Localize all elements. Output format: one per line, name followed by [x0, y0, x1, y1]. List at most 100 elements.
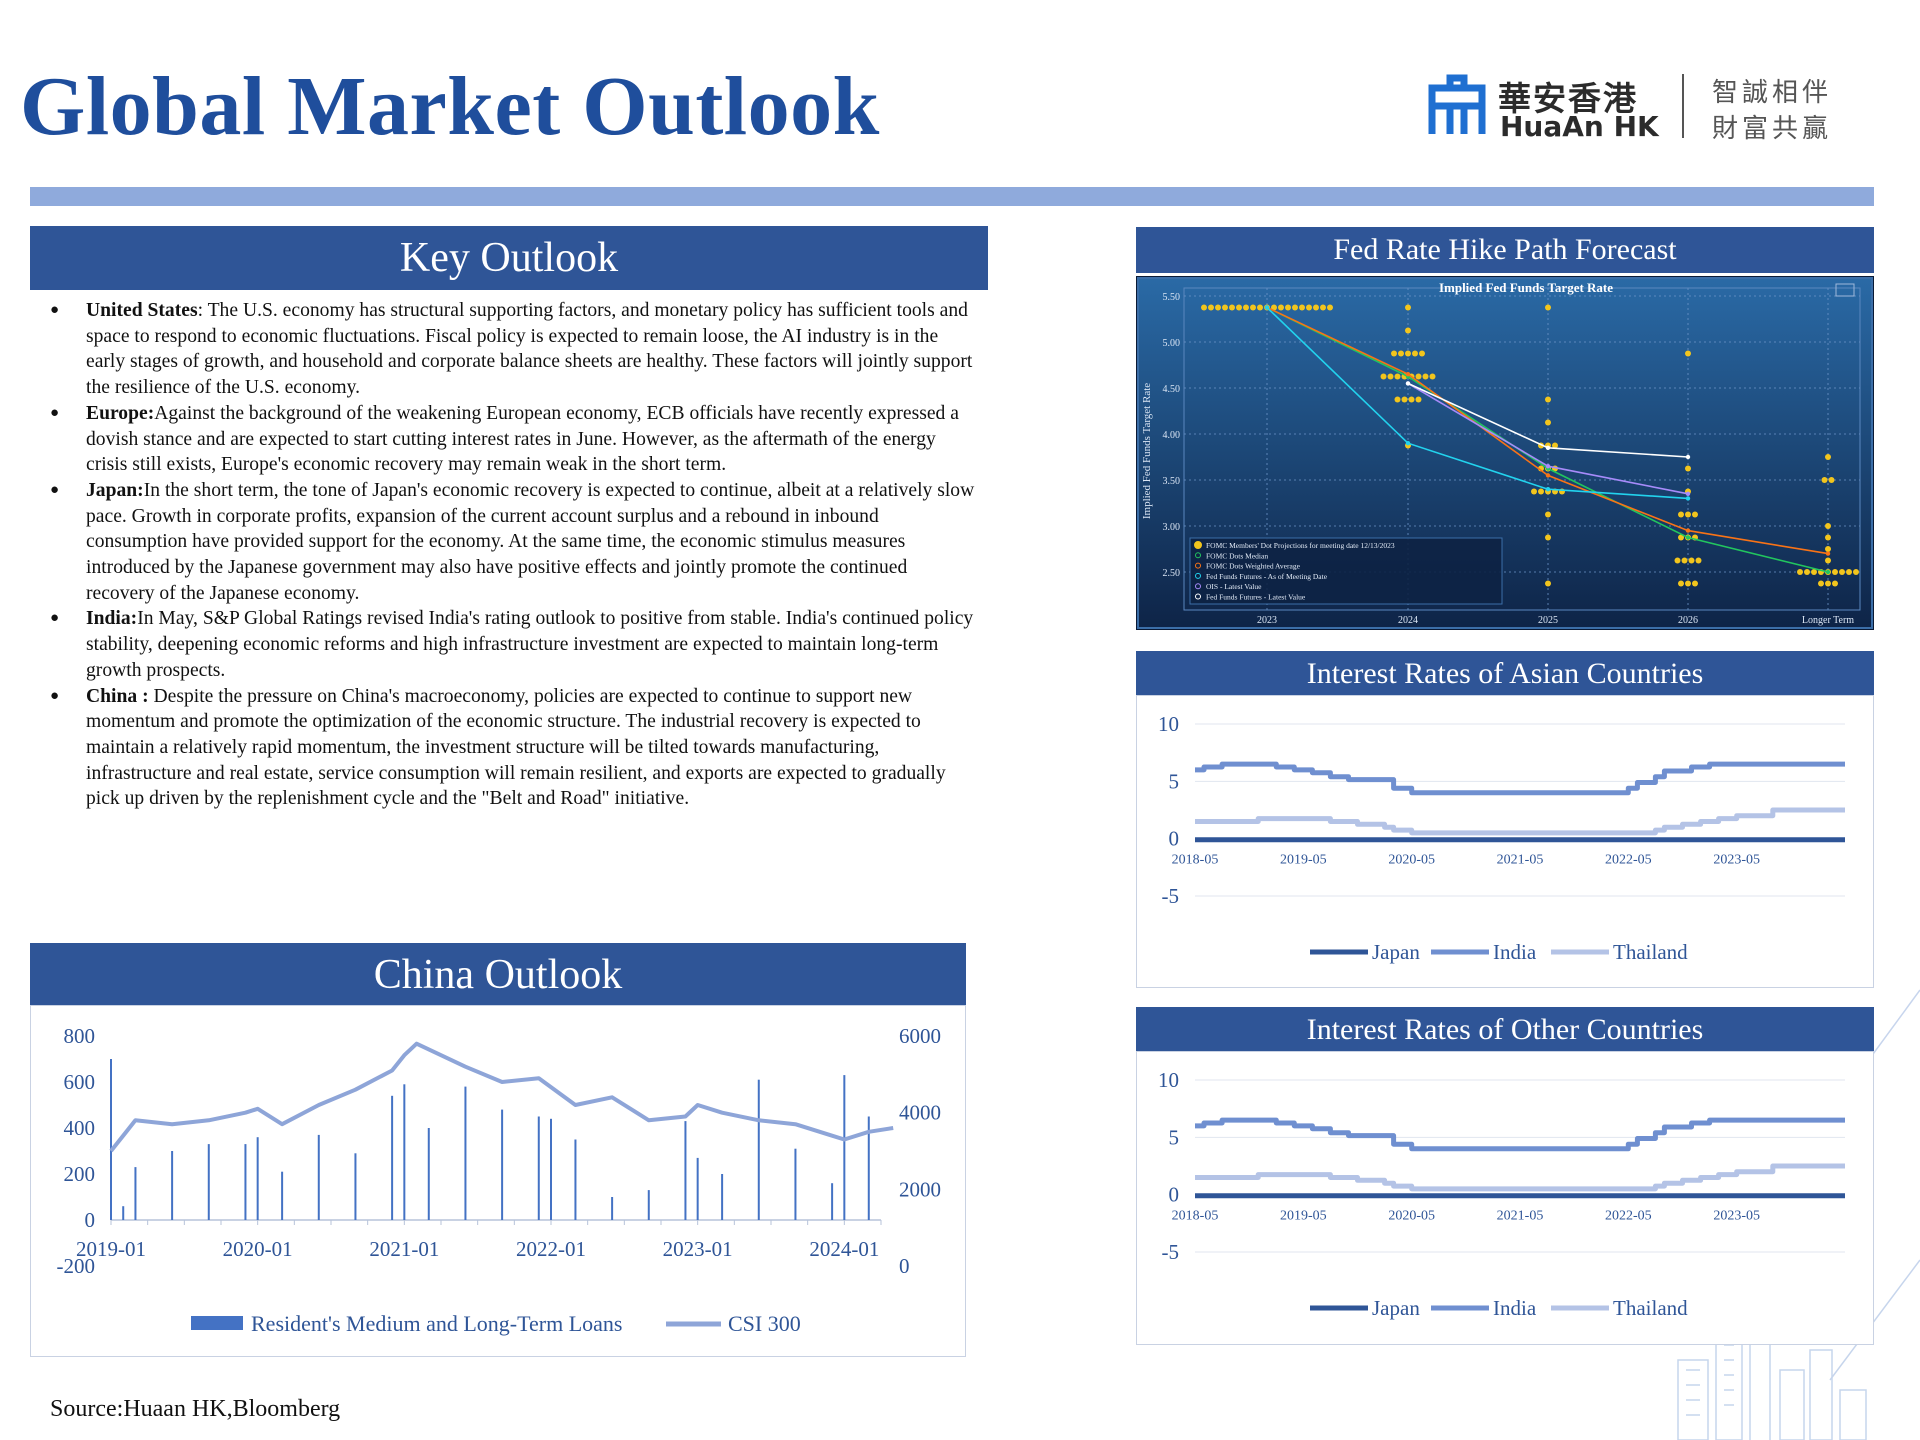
- fomc-dot: [1688, 557, 1695, 564]
- fomc-dot: [1811, 569, 1817, 575]
- loan-bar: [831, 1183, 834, 1220]
- outlook-item-label: United States: [86, 300, 198, 321]
- fomc-dot: [1552, 442, 1558, 449]
- fomc-dot: [1208, 304, 1214, 311]
- fed-series-point: [1545, 464, 1551, 469]
- fomc-dot: [1695, 557, 1702, 564]
- skyline-watermark: [1677, 989, 1920, 1440]
- x-tick-label: 2019-05: [1280, 1209, 1327, 1224]
- logo-cn-name: 華安香港: [1498, 79, 1638, 118]
- fed-y-tick-label: 3.50: [1163, 476, 1181, 487]
- fomc-dot: [1419, 350, 1425, 357]
- fomc-dot: [1692, 511, 1698, 518]
- fomc-dot: [1678, 511, 1684, 518]
- fed-legend-label: Fed Funds Futures - As of Meeting Date: [1206, 572, 1328, 581]
- outlook-item-europe: Europe:Against the background of the wea…: [50, 401, 980, 478]
- fomc-dot: [1429, 373, 1436, 380]
- fomc-dot: [1545, 419, 1551, 426]
- asia-panel-header: Interest Rates of Asian Countries: [1136, 651, 1874, 697]
- legend-label: Japan: [1372, 940, 1420, 964]
- y-tick-label: 5: [1169, 1125, 1180, 1149]
- fomc-dot: [1681, 557, 1688, 564]
- fed-y-tick-label: 4.00: [1163, 430, 1181, 441]
- fed-series-point: [1825, 551, 1831, 556]
- asia-chart-box: 10 5 0 -5 2018-05 2019-05 2020-05 2021-05 2022-0…: [1136, 695, 1874, 988]
- outlook-item-text: The U.S. economy has structural supporti…: [86, 300, 973, 399]
- x-tick-label: 2019-05: [1280, 853, 1327, 868]
- logo-en-name: HuaAn HK: [1500, 110, 1659, 143]
- fomc-dot: [1839, 569, 1845, 575]
- fed-legend-label: FOMC Members' Dot Projections for meetin…: [1206, 541, 1395, 550]
- fed-series-point: [1545, 445, 1551, 450]
- fomc-dot: [1405, 304, 1411, 311]
- y-tick-label: 0: [1169, 827, 1180, 851]
- y-tick-label: 10: [1158, 712, 1179, 736]
- fed-series-point: [1685, 528, 1691, 533]
- fed-legend-marker: [1195, 572, 1201, 579]
- y-right-tick-label: 2000: [899, 1177, 941, 1201]
- loan-bar: [757, 1079, 760, 1220]
- loan-bar: [171, 1151, 174, 1220]
- fed-y-axis-label: Implied Fed Funds Target Rate: [1141, 383, 1153, 519]
- fomc-dot: [1405, 327, 1411, 334]
- fomc-dot: [1391, 350, 1397, 357]
- fed-legend-marker: [1195, 593, 1201, 600]
- fomc-dot: [1545, 511, 1551, 518]
- loan-bar: [403, 1084, 406, 1220]
- fomc-dot: [1832, 569, 1838, 575]
- fomc-dot: [1825, 523, 1831, 529]
- loan-bar: [550, 1118, 552, 1220]
- fomc-dot: [1678, 534, 1684, 541]
- rate-series-line: [1195, 1117, 1845, 1152]
- fomc-dot: [1394, 396, 1401, 403]
- fomc-dot: [1271, 304, 1277, 311]
- fomc-dot: [1320, 304, 1326, 311]
- fed-rate-chart: 5.50 5.00 4.50 4.00 3.50 3.00 2.50 2023 2024 2025…: [1137, 277, 1873, 629]
- other-panel-header: Interest Rates of Other Countries: [1136, 1007, 1874, 1053]
- fed-series-point: [1685, 496, 1691, 501]
- loan-bar: [867, 1116, 870, 1220]
- loan-bar: [317, 1134, 320, 1220]
- loan-bar: [244, 1144, 247, 1220]
- loan-bar: [574, 1139, 577, 1220]
- header-accent-bar: [30, 187, 1874, 206]
- legend-label: Japan: [1372, 1296, 1420, 1320]
- fed-x-tick-label: Longer Term: [1802, 615, 1854, 626]
- fed-x-tick-label: 2024: [1398, 615, 1418, 626]
- fomc-dot: [1285, 304, 1291, 311]
- fomc-dot: [1243, 304, 1249, 311]
- fed-x-tick-label: 2026: [1678, 615, 1698, 626]
- loan-bar: [281, 1171, 284, 1220]
- fomc-dot: [1236, 304, 1242, 311]
- outlook-item-china: China : Despite the pressure on China's …: [50, 684, 980, 813]
- fed-y-tick-label: 5.00: [1163, 338, 1181, 349]
- fomc-dot: [1692, 580, 1698, 587]
- csi300-line: [109, 1041, 894, 1153]
- outlook-item-us: United States: The U.S. economy has stru…: [50, 298, 980, 401]
- fomc-dot: [1797, 569, 1803, 575]
- fed-series-point: [1685, 454, 1691, 460]
- x-tick-label: 2018-05: [1172, 853, 1219, 868]
- loan-bar: [721, 1174, 724, 1220]
- y-tick-label: -5: [1162, 1240, 1180, 1264]
- rate-series-line: [1195, 1163, 1845, 1192]
- fomc-dot: [1401, 396, 1408, 403]
- fed-chart-box: 5.50 5.00 4.50 4.00 3.50 3.00 2.50 2023 2024 2025…: [1136, 276, 1874, 630]
- fomc-dot: [1412, 350, 1418, 357]
- fomc-dot: [1825, 534, 1831, 541]
- fed-legend-label: FOMC Dots Weighted Average: [1206, 562, 1301, 571]
- fomc-dot: [1685, 465, 1691, 472]
- x-tick-label: 2022-01: [516, 1237, 586, 1261]
- fed-series-line: [1266, 306, 1689, 500]
- loan-bar: [391, 1095, 394, 1220]
- fomc-dot: [1394, 373, 1401, 380]
- outlook-item-japan: Japan:In the short term, the tone of Jap…: [50, 478, 980, 607]
- fomc-dot: [1415, 396, 1422, 403]
- rate-series-line: [1195, 761, 1845, 796]
- loan-bar: [256, 1137, 259, 1220]
- fed-x-tick-label: 2023: [1257, 615, 1277, 626]
- y-right-tick-label: 0: [899, 1254, 910, 1278]
- fed-legend-marker: [1195, 583, 1201, 590]
- fomc-dot: [1674, 557, 1681, 564]
